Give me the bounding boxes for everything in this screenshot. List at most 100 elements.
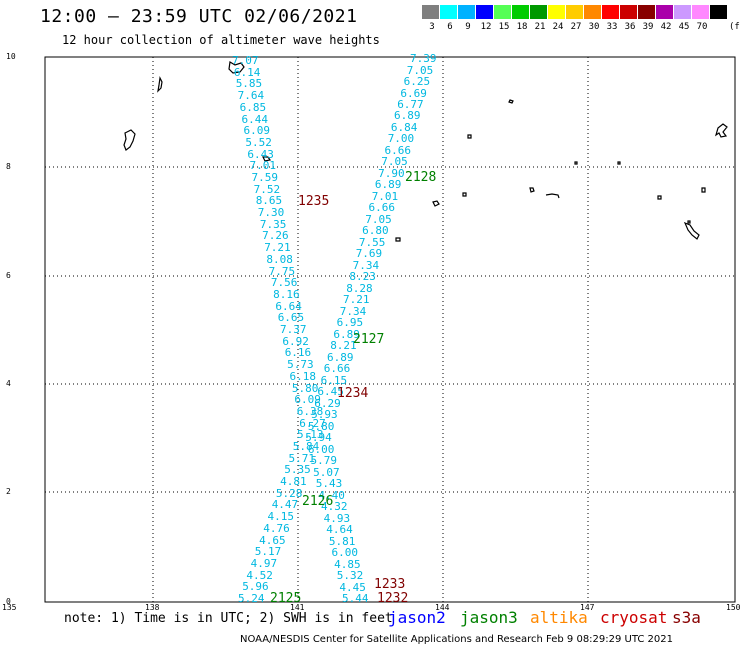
- page-subtitle: 12 hour collection of altimeter wave hei…: [62, 33, 380, 47]
- island-outline: [657, 195, 662, 200]
- scale-swatch: [638, 5, 655, 19]
- pass-time-label: 2128: [405, 170, 437, 185]
- swh-value-label: 6.66: [323, 362, 351, 376]
- island-outline: [508, 99, 514, 104]
- swh-value-label: 7.00: [387, 132, 415, 146]
- swh-value-label: 5.52: [245, 135, 272, 149]
- pass-time-label: 2127: [353, 332, 385, 347]
- swh-value-label: 7.34: [352, 258, 380, 272]
- scale-swatch: [476, 5, 493, 19]
- swh-value-label: 8.21: [330, 339, 357, 353]
- island-outline: [617, 161, 621, 165]
- scale-swatch: [602, 5, 619, 19]
- scale-label: 33: [606, 22, 618, 32]
- swh-value-label: 5.35: [284, 463, 311, 477]
- pass-time-label: 1235: [298, 194, 330, 209]
- longitude-tick-label: 135: [2, 603, 17, 612]
- swh-value-label: 4.47: [271, 498, 299, 512]
- satellite-legend-item: cryosat: [600, 608, 668, 627]
- scale-label: 9: [465, 22, 471, 32]
- latitude-tick-label: 6: [6, 271, 11, 280]
- satellite-legend-item: s3a: [672, 608, 701, 627]
- swh-value-label: 6.80: [362, 224, 389, 238]
- swh-value-label: 4.93: [323, 511, 351, 525]
- island-outline: [467, 134, 472, 139]
- scale-swatch: [512, 5, 529, 19]
- swh-value-label: 4.81: [280, 475, 307, 488]
- island-outline: [687, 220, 691, 224]
- scale-label: 21: [534, 22, 546, 32]
- map-frame: [44, 56, 736, 603]
- swh-value-label: 8.16: [273, 287, 300, 301]
- swh-value-label: 6.38: [296, 404, 324, 418]
- longitude-tick-label: 141: [290, 603, 305, 612]
- swh-value-label: 7.07: [232, 54, 259, 67]
- footnote: note: 1) Time is in UTC; 2) SWH is in fe…: [64, 611, 393, 626]
- scale-swatch: [692, 5, 709, 19]
- swh-value-label: 6.89: [394, 109, 421, 123]
- scale-swatch: [494, 5, 511, 19]
- swh-value-label: 6.69: [400, 86, 427, 100]
- credit-line: NOAA/NESDIS Center for Satellite Applica…: [240, 634, 673, 645]
- swh-value-label: 6.66: [384, 143, 412, 157]
- swh-value-label: 6.25: [403, 75, 431, 88]
- swh-value-label: 8.28: [346, 281, 373, 295]
- scale-swatch: [620, 5, 637, 19]
- scale-label: 39: [642, 22, 654, 32]
- swh-value-label: 6.89: [327, 350, 354, 364]
- swh-value-label: 6.09: [243, 124, 271, 138]
- scale-label: 36: [624, 22, 636, 32]
- swh-value-label: 7.55: [358, 235, 386, 249]
- latitude-tick-label: 4: [6, 379, 11, 388]
- scale-swatch: [584, 5, 601, 19]
- scale-label: 45: [678, 22, 690, 32]
- swh-value-label: 5.84: [292, 440, 320, 453]
- swh-value-label: 5.28: [275, 486, 303, 500]
- swh-value-label: 7.05: [406, 63, 434, 77]
- swh-value-label: 5.73: [287, 358, 314, 372]
- scale-swatch: [458, 5, 475, 19]
- swh-value-label: 4.32: [321, 500, 348, 514]
- swh-value-label: 5.17: [254, 545, 282, 559]
- island-outline: [395, 237, 401, 242]
- pass-time-label: 2126: [302, 494, 334, 509]
- swh-value-label: 8.65: [255, 194, 283, 208]
- swh-value-label: 6.27: [299, 416, 326, 430]
- island-outline: [157, 76, 163, 93]
- swh-value-label: 8.23: [349, 270, 376, 284]
- swh-value-label: 6.14: [233, 65, 261, 79]
- swh-value-label: 6.77: [397, 98, 424, 111]
- swh-value-label: 7.21: [264, 241, 291, 255]
- swh-value-label: 7.34: [339, 304, 367, 318]
- island-outline: [462, 192, 467, 197]
- swh-value-label: 4.65: [259, 533, 286, 547]
- pass-time-label: 1234: [337, 386, 369, 401]
- swh-value-label: 4.15: [267, 510, 295, 524]
- swh-value-label: 7.05: [365, 212, 392, 226]
- grid-lines: [45, 57, 735, 602]
- swh-value-label: 6.15: [320, 373, 348, 387]
- island-outline: [432, 200, 440, 207]
- swh-value-label: 6.00: [331, 546, 359, 559]
- swh-value-label: 4.52: [246, 568, 273, 582]
- pass-time-label: 2125: [270, 591, 302, 606]
- swh-value-label: 6.29: [314, 396, 341, 410]
- longitude-tick-label: 147: [580, 603, 595, 612]
- longitude-tick-label: 144: [435, 603, 450, 612]
- swh-value-label: 6.89: [374, 178, 402, 192]
- latitude-tick-label: 8: [6, 162, 11, 171]
- island-outline: [262, 156, 271, 162]
- swh-value-label: 7.75: [268, 264, 296, 278]
- swh-value-label: 7.64: [237, 89, 265, 103]
- swh-value-label: 5.44: [342, 592, 369, 605]
- scale-label: 6: [447, 22, 453, 32]
- satellite-legend-item: jason2: [388, 608, 446, 627]
- swh-value-label: 5.93: [311, 408, 338, 422]
- swh-value-label: 6.16: [284, 346, 312, 360]
- longitude-tick-label: 150: [726, 603, 740, 612]
- swh-value-label: 5.80: [307, 419, 335, 433]
- scale-label: 24: [552, 22, 564, 32]
- latitude-tick-label: 0: [6, 597, 11, 606]
- swh-value-label: 7.56: [270, 276, 298, 290]
